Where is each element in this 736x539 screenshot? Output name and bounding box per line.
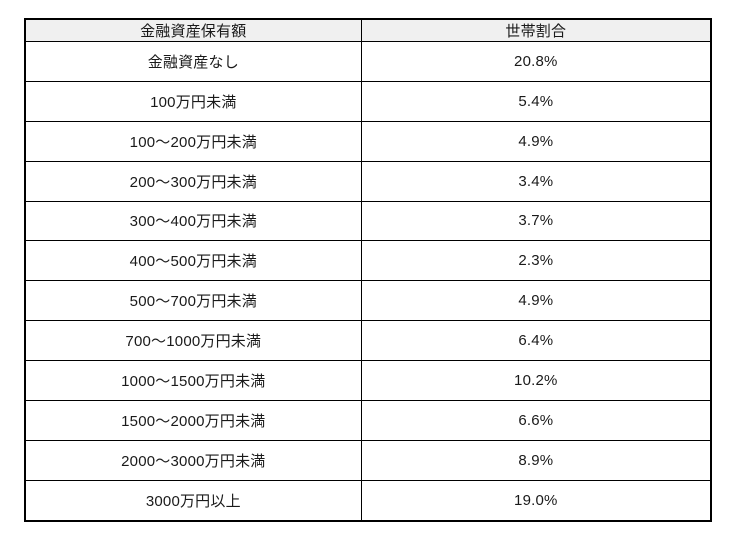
household-share-cell: 10.2% — [360, 360, 712, 401]
table-row: 700〜1000万円未満 6.4% — [24, 320, 712, 361]
asset-range-cell: 400〜500万円未満 — [24, 240, 362, 282]
asset-range-cell: 1500〜2000万円未満 — [24, 399, 362, 441]
household-share-cell: 6.4% — [360, 320, 712, 361]
table-row: 500〜700万円未満 4.9% — [24, 280, 712, 322]
table-row: 1000〜1500万円未満 10.2% — [24, 360, 712, 401]
header-row: 金融資産保有額 世帯割合 — [24, 18, 712, 42]
table-row: 1500〜2000万円未満 6.6% — [24, 399, 712, 441]
household-share-cell: 19.0% — [360, 479, 712, 522]
table-row: 200〜300万円未満 3.4% — [24, 160, 712, 202]
asset-range-cell: 1000〜1500万円未満 — [24, 360, 362, 401]
household-share-cell: 4.9% — [360, 280, 712, 322]
asset-amount-column-header: 金融資産保有額 — [24, 18, 362, 42]
table-row: 2000〜3000万円未満 8.9% — [24, 439, 712, 481]
table-row: 300〜400万円未満 3.7% — [24, 200, 712, 242]
asset-range-cell: 100〜200万円未満 — [24, 120, 362, 162]
household-share-column-header: 世帯割合 — [360, 18, 712, 42]
asset-range-cell: 2000〜3000万円未満 — [24, 439, 362, 481]
table-row: 金融資産なし 20.8% — [24, 41, 712, 82]
asset-range-cell: 100万円未満 — [24, 80, 362, 122]
asset-range-cell: 700〜1000万円未満 — [24, 320, 362, 361]
table-row: 3000万円以上 19.0% — [24, 479, 712, 522]
household-share-cell: 2.3% — [360, 240, 712, 282]
asset-range-cell: 金融資産なし — [24, 41, 362, 82]
household-share-cell: 6.6% — [360, 399, 712, 441]
asset-range-cell: 500〜700万円未満 — [24, 280, 362, 322]
household-share-cell: 4.9% — [360, 120, 712, 162]
household-share-cell: 3.7% — [360, 200, 712, 242]
asset-range-cell: 200〜300万円未満 — [24, 160, 362, 202]
household-share-cell: 8.9% — [360, 439, 712, 481]
table-body: 金融資産なし 20.8% 100万円未満 5.4% 100〜200万円未満 4.9% 200… — [24, 41, 712, 522]
household-share-cell: 20.8% — [360, 41, 712, 82]
table-row: 100〜200万円未満 4.9% — [24, 120, 712, 162]
household-share-cell: 3.4% — [360, 160, 712, 202]
asset-range-cell: 3000万円以上 — [24, 479, 362, 522]
household-share-cell: 5.4% — [360, 80, 712, 122]
table-row: 100万円未満 5.4% — [24, 80, 712, 122]
asset-range-cell: 300〜400万円未満 — [24, 200, 362, 242]
asset-distribution-table: 金融資産保有額 世帯割合 金融資産なし 20.8% 100万円未満 5.4% 100〜2… — [24, 18, 712, 522]
table-header: 金融資産保有額 世帯割合 — [24, 18, 712, 42]
table-row: 400〜500万円未満 2.3% — [24, 240, 712, 282]
